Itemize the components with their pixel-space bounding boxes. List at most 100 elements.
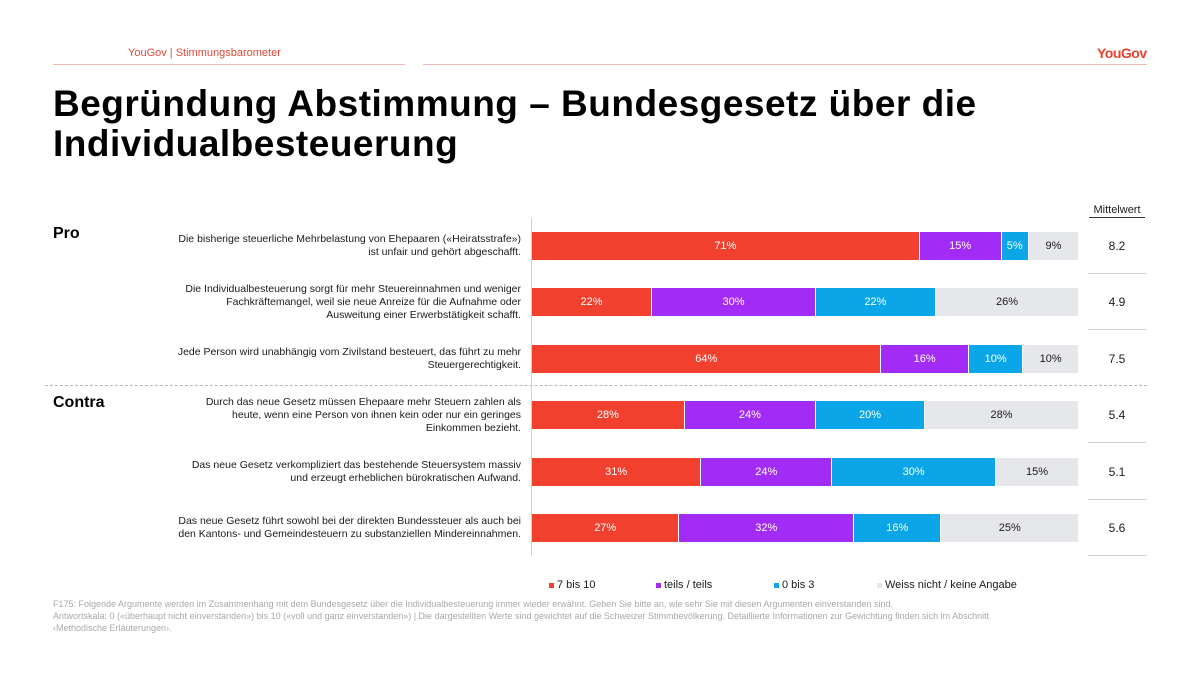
statement-label: Die bisherige steuerliche Mehrbelastung … xyxy=(100,233,521,259)
bar-segment-0-bis-3: 5% xyxy=(1001,232,1029,260)
bar-segment-7-bis-10: 31% xyxy=(532,458,702,486)
legend-swatch xyxy=(656,582,661,588)
mean-value: 7.5 xyxy=(1108,352,1126,366)
bar-segment-0-bis-3: 16% xyxy=(854,514,942,542)
mean-row-divider xyxy=(1088,499,1146,500)
statement-line: Das neue Gesetz verkompliziert das beste… xyxy=(191,459,521,471)
data-label: 24% xyxy=(738,409,761,421)
data-label: 15% xyxy=(1026,466,1049,478)
mean-value: 8.2 xyxy=(1108,239,1126,253)
bar-segment-weiss-nicht-keine-angabe: 26% xyxy=(936,288,1078,316)
statement-line: den Kantons- und Gemeindesteuern zu subs… xyxy=(178,528,521,540)
stacked-bar-row: 22% 30% 22% 26% xyxy=(532,288,1078,316)
mean-row-divider xyxy=(1088,442,1146,443)
footnote-line: ‹Methodische Erläuterungen›. xyxy=(53,623,172,633)
legend-swatch xyxy=(549,582,554,588)
section-label-pro: Pro xyxy=(53,225,80,242)
yougov-logo: YouGov xyxy=(1097,45,1147,61)
stacked-bar-row: 31% 24% 30% 15% xyxy=(532,458,1078,486)
data-label: 32% xyxy=(755,522,778,534)
data-label: 27% xyxy=(594,522,617,534)
footnote-line: F175: Folgende Argumente werden im Zusam… xyxy=(53,599,893,609)
section-label-contra: Contra xyxy=(53,394,105,411)
data-label: 30% xyxy=(722,296,745,308)
data-label: 22% xyxy=(864,296,887,308)
statement-line: Das neue Gesetz führt sowohl bei der dir… xyxy=(178,515,521,527)
pro-contra-separator xyxy=(45,385,1147,386)
data-label: 20% xyxy=(858,409,882,421)
footnote-line: Antwortskala: 0 («überhaupt nicht einver… xyxy=(53,611,990,621)
legend-swatch xyxy=(774,582,779,588)
bar-segment-teils-teils: 16% xyxy=(881,345,969,373)
statement-line: und erzeugt erheblichen bürokratischen A… xyxy=(290,472,521,484)
data-label: 5% xyxy=(1006,240,1023,252)
statement-line: Die bisherige steuerliche Mehrbelastung … xyxy=(178,233,521,245)
data-label: 31% xyxy=(605,466,628,478)
data-label: 10% xyxy=(1039,353,1062,365)
data-label: 22% xyxy=(580,296,603,308)
stacked-bar-row: 64% 16% 10% 10% xyxy=(532,345,1078,373)
statement-line: Durch das neue Gesetz müssen Ehepaare me… xyxy=(205,395,521,408)
data-label: 10% xyxy=(984,353,1007,365)
legend-item: 0 bis 3 xyxy=(774,579,814,591)
bar-segment-7-bis-10: 22% xyxy=(532,288,653,316)
header-divider-right xyxy=(423,64,1147,65)
bar-segment-7-bis-10: 64% xyxy=(532,345,882,373)
stacked-bar-row: 28% 24% 20% 28% xyxy=(532,401,1078,429)
data-label: 28% xyxy=(990,409,1013,421)
data-label: 16% xyxy=(913,353,936,365)
statement-label: Das neue Gesetz führt sowohl bei der dir… xyxy=(100,515,521,541)
bar-segment-weiss-nicht-keine-angabe: 28% xyxy=(925,401,1078,429)
mean-row-divider xyxy=(1088,273,1146,274)
statement-line: heute, wenn eine Person von ihnen kein o… xyxy=(232,408,521,421)
header-divider-left xyxy=(53,64,405,65)
statement-label: Das neue Gesetz verkompliziert das beste… xyxy=(100,459,521,485)
footnote: F175: Folgende Argumente werden im Zusam… xyxy=(53,598,1133,634)
bar-segment-7-bis-10: 27% xyxy=(532,514,680,542)
legend-swatch xyxy=(877,582,882,588)
statement-line: Fachkräftemangel, weil sie neue Anreize … xyxy=(226,295,521,308)
legend-label: 0 bis 3 xyxy=(782,579,815,591)
legend-item: 7 bis 10 xyxy=(549,579,596,591)
legend-label: teils / teils xyxy=(664,579,713,591)
mean-row-divider xyxy=(1088,555,1146,556)
data-label: 28% xyxy=(596,409,619,421)
statement-line: Steuergerechtigkeit. xyxy=(427,359,521,371)
bar-segment-0-bis-3: 22% xyxy=(815,288,937,316)
bar-segment-7-bis-10: 71% xyxy=(532,232,920,260)
statement-line: Ausweitung einer Erwerbstätigkeit schaff… xyxy=(326,308,521,321)
data-label: 24% xyxy=(755,466,778,478)
header-source-label: YouGov | Stimmungsbarometer xyxy=(128,47,281,59)
bar-segment-weiss-nicht-keine-angabe: 9% xyxy=(1028,232,1078,260)
data-label: 15% xyxy=(949,240,972,252)
data-label: 26% xyxy=(995,296,1018,308)
bar-segment-teils-teils: 15% xyxy=(919,232,1002,260)
mean-value: 4.9 xyxy=(1108,295,1126,309)
data-label: 64% xyxy=(695,353,718,365)
mean-header: Mittelwert xyxy=(1089,204,1145,218)
legend-item: Weiss nicht / keine Angabe xyxy=(877,579,1017,591)
statement-line: ist unfair und gehört abgeschafft. xyxy=(368,246,521,258)
mean-row-divider xyxy=(1088,329,1146,330)
bar-segment-weiss-nicht-keine-angabe: 15% xyxy=(996,458,1078,486)
bar-segment-7-bis-10: 28% xyxy=(532,401,685,429)
data-label: 9% xyxy=(1045,240,1062,252)
data-label: 71% xyxy=(714,240,737,252)
page-title: Begründung Abstimmung – Bundesgesetz übe… xyxy=(53,83,977,164)
mean-value: 5.6 xyxy=(1108,521,1126,535)
legend-item: teils / teils xyxy=(656,579,712,591)
statement-line: Die Individualbesteuerung sorgt für mehr… xyxy=(185,282,521,295)
chart-axis-line xyxy=(531,218,532,556)
statement-label: Durch das neue Gesetz müssen Ehepaare me… xyxy=(100,396,521,435)
mean-value: 5.1 xyxy=(1108,465,1126,479)
data-label: 25% xyxy=(998,522,1021,534)
bar-segment-teils-teils: 30% xyxy=(652,288,816,316)
mean-value: 5.4 xyxy=(1108,408,1126,422)
bar-segment-teils-teils: 24% xyxy=(701,458,833,486)
bar-segment-0-bis-3: 10% xyxy=(968,345,1024,373)
data-label: 30% xyxy=(902,466,925,478)
bar-segment-teils-teils: 24% xyxy=(684,401,816,429)
statement-label: Jede Person wird unabhängig vom Zivilsta… xyxy=(100,346,521,372)
data-label: 16% xyxy=(886,522,909,534)
stacked-bar-row: 27% 32% 16% 25% xyxy=(532,514,1078,542)
